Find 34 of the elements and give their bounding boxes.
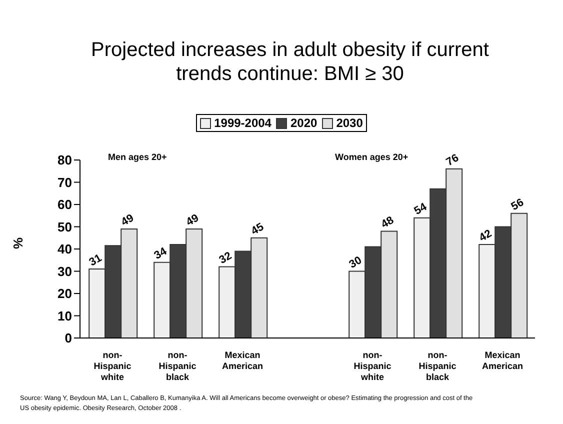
data-label: 54: [412, 200, 430, 218]
legend-label: 2030: [335, 116, 363, 130]
x-tick-label: non-Hispanic white: [94, 350, 132, 382]
data-label: 49: [184, 212, 201, 229]
legend-label: 2020: [289, 116, 318, 130]
data-label: 49: [119, 212, 136, 229]
data-label: 45: [249, 221, 266, 238]
data-label: 30: [347, 254, 364, 271]
data-label: 56: [509, 196, 526, 214]
y-tick-label: 30: [58, 264, 72, 279]
data-label: 32: [217, 250, 234, 266]
y-tick-label: 40: [58, 242, 72, 257]
y-tick-label: 50: [58, 219, 72, 234]
chart-title: Projected increases in adult obesity if current trends continue: BMI ≥ 30: [90, 38, 490, 86]
x-tick-label: non-Hispanic white: [354, 350, 392, 382]
data-label: 31: [87, 252, 104, 269]
y-axis-title: %: [10, 237, 26, 249]
y-tick-label: 80: [58, 152, 72, 168]
data-label: 34: [152, 245, 170, 262]
data-label: 48: [379, 214, 396, 231]
x-tick-label: Mexican American: [482, 350, 524, 371]
annotation: Men ages 20+: [108, 152, 167, 162]
data-label: 76: [444, 152, 461, 169]
annotation: Women ages 20+: [335, 152, 408, 162]
x-tick-label: Mexican American: [222, 350, 264, 371]
x-tick-label: non-Hispanic black: [418, 350, 456, 382]
y-tick-label: 0: [64, 330, 72, 346]
x-tick-label: non-Hispanic black: [158, 350, 196, 382]
y-tick-label: 60: [58, 197, 72, 212]
legend-label: 1999-2004: [213, 116, 272, 130]
data-label: 42: [477, 228, 494, 244]
y-tick-label: 70: [58, 174, 72, 190]
y-tick-label: 20: [58, 286, 72, 302]
y-tick-label: 10: [58, 308, 72, 324]
